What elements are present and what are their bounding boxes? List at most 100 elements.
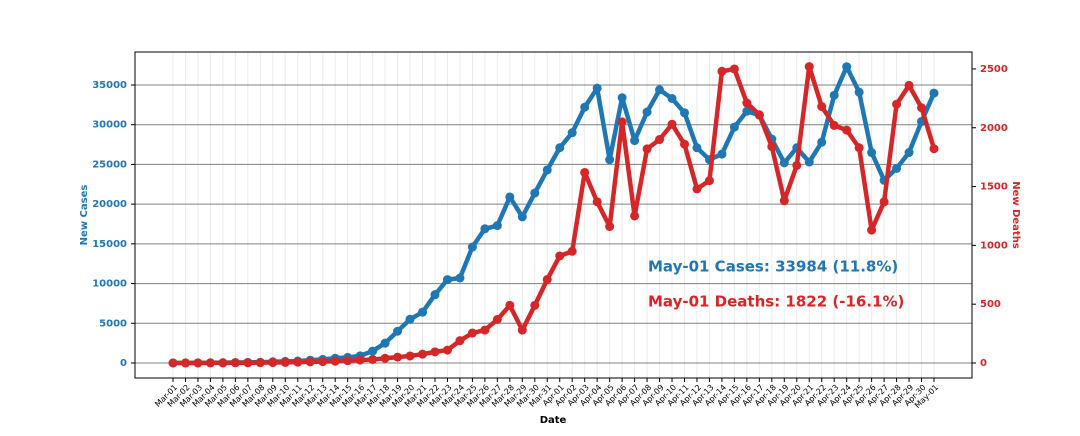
point [393, 326, 403, 336]
point [617, 93, 627, 103]
point [742, 106, 752, 116]
point [393, 352, 403, 362]
point [567, 128, 577, 138]
point [430, 290, 440, 300]
y-tick-label: 10000 [92, 279, 127, 290]
point [480, 224, 490, 234]
point [655, 85, 665, 95]
point [655, 135, 665, 145]
point [455, 273, 465, 283]
y2-tick-label: 1000 [980, 240, 1008, 251]
point [380, 353, 390, 363]
point [779, 196, 789, 206]
point [667, 94, 677, 104]
point [280, 357, 290, 367]
point [767, 142, 777, 152]
point [679, 108, 689, 118]
point [580, 167, 590, 177]
y-tick-label: 20000 [92, 199, 127, 210]
x-axis-label: Date [540, 415, 567, 426]
point [542, 274, 552, 284]
point [742, 98, 752, 108]
annotation: May-01 Cases: 33984 (11.8%) [648, 258, 898, 276]
point [268, 358, 278, 368]
point [779, 158, 789, 168]
point [555, 251, 565, 261]
point [630, 211, 640, 221]
point [442, 345, 452, 355]
point [567, 246, 577, 256]
point [854, 87, 864, 97]
point [729, 122, 739, 132]
point [904, 148, 914, 158]
point [929, 88, 939, 98]
point [368, 346, 378, 356]
y-tick-label: 30000 [92, 120, 127, 131]
point [293, 357, 303, 367]
point [592, 197, 602, 207]
point [505, 192, 515, 202]
point [193, 358, 203, 368]
point [867, 148, 877, 158]
point [667, 119, 677, 129]
point [804, 157, 814, 167]
point [343, 356, 353, 366]
point [892, 163, 902, 173]
point [817, 102, 827, 112]
point [842, 125, 852, 135]
point [243, 358, 253, 368]
point [854, 143, 864, 153]
point [929, 144, 939, 154]
point [330, 356, 340, 366]
point [418, 349, 428, 359]
annotation: May-01 Deaths: 1822 (-16.1%) [648, 293, 904, 311]
point [505, 300, 515, 310]
y-tick-label: 25000 [92, 159, 127, 170]
y2-tick-label: 2500 [980, 64, 1008, 75]
point [817, 137, 827, 147]
point [530, 300, 540, 310]
point [517, 325, 527, 335]
point [530, 188, 540, 198]
point [467, 328, 477, 338]
y2-tick-label: 2000 [980, 123, 1008, 134]
y2-axis-label: New Deaths [1010, 181, 1021, 249]
point [442, 275, 452, 285]
point [492, 221, 502, 231]
point [492, 314, 502, 324]
point [867, 225, 877, 235]
point [405, 314, 415, 324]
y-tick-label: 0 [120, 358, 127, 369]
point [829, 120, 839, 130]
point [305, 357, 315, 367]
y2-tick-label: 500 [980, 299, 1001, 310]
point [180, 358, 190, 368]
point [792, 160, 802, 170]
y2-tick-label: 0 [980, 358, 987, 369]
point [455, 336, 465, 346]
point [842, 62, 852, 72]
point [704, 176, 714, 186]
point [255, 358, 265, 368]
series-line [172, 64, 937, 366]
point [218, 358, 228, 368]
point [430, 347, 440, 357]
point [230, 358, 240, 368]
point [879, 197, 889, 207]
point [418, 307, 428, 317]
y-tick-label: 35000 [92, 80, 127, 91]
point [904, 80, 914, 90]
point [917, 103, 927, 113]
point [692, 184, 702, 194]
point [592, 83, 602, 93]
y2-tick-label: 1500 [980, 182, 1008, 193]
point [717, 149, 727, 159]
point [642, 107, 652, 117]
point [355, 355, 365, 365]
point [467, 242, 477, 252]
point [580, 102, 590, 112]
series-line [173, 64, 937, 366]
point [692, 143, 702, 153]
y-tick-label: 5000 [99, 318, 127, 329]
